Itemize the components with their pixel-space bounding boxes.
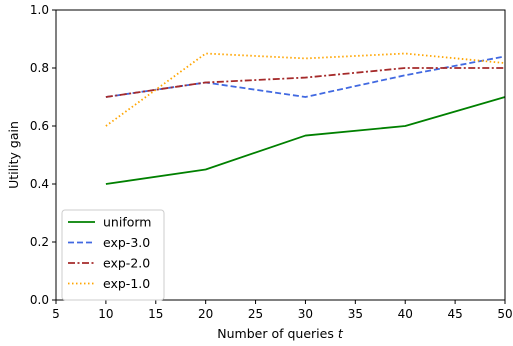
x-tick-label: 5: [52, 307, 60, 321]
legend-label-uniform: uniform: [103, 215, 151, 230]
y-tick-label: 1.0: [30, 3, 49, 17]
legend-label-exp-1.0: exp-1.0: [103, 276, 150, 291]
legend-box: [61, 209, 165, 301]
series-layer: [105, 52, 506, 185]
axes-layer: 5 10 15 20 25 30 35 40 45 50 0.0 0.2 0.4 0.6 0.8 1.0: [30, 3, 513, 321]
x-tick-label: 40: [398, 307, 413, 321]
x-tick-label: 10: [98, 307, 113, 321]
axes-frame: [55, 9, 506, 301]
y-axis-label: Utility gain: [6, 121, 21, 189]
series-line-exp-2.0: [105, 67, 505, 98]
x-tick-label: 20: [198, 307, 213, 321]
y-tick-label: 0.6: [30, 119, 49, 133]
y-tick-label: 0.8: [30, 61, 49, 75]
x-tick-label: 15: [148, 307, 163, 321]
y-tick-label: 0.4: [30, 177, 49, 191]
x-tick-label: 50: [497, 307, 512, 321]
x-axis-label: Number of queries t: [217, 326, 344, 341]
y-tick-label: 0.2: [30, 235, 49, 249]
series-line-uniform: [105, 96, 506, 185]
x-tick-label: 35: [348, 307, 363, 321]
series-line-exp-1.0: [105, 52, 506, 127]
x-tick-label: 45: [447, 307, 462, 321]
legend-label-exp-2.0: exp-2.0: [103, 256, 150, 271]
x-tick-label: 25: [248, 307, 263, 321]
x-tick-label: 30: [298, 307, 313, 321]
legend-label-exp-3.0: exp-3.0: [103, 235, 150, 250]
y-tick-label: 0.0: [30, 293, 49, 307]
legend: uniform exp-3.0 exp-2.0 exp-1.0: [61, 209, 165, 301]
